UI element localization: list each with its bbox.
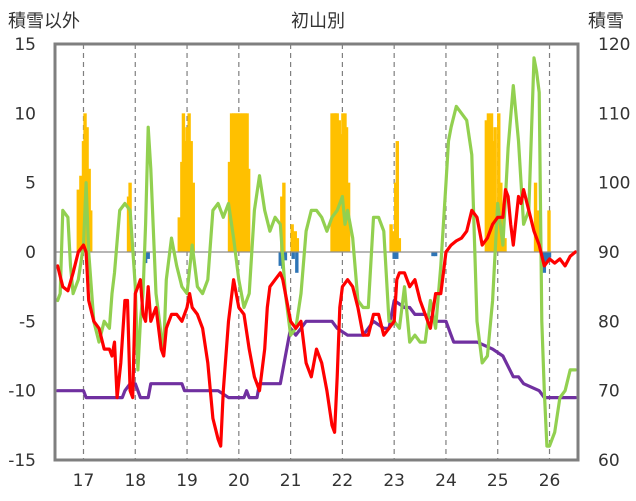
blue-bar — [395, 252, 399, 259]
y-left-tick-label: -10 — [8, 382, 36, 402]
y-right-tick-label: 60 — [598, 451, 620, 471]
orange-bar — [89, 210, 93, 252]
orange-bar — [389, 224, 393, 252]
x-tick-label: 22 — [332, 471, 354, 491]
orange-bar — [533, 182, 538, 252]
orange-bar — [233, 113, 237, 252]
y-right-tick-label: 80 — [598, 312, 620, 332]
y-left-tick-label: 5 — [25, 174, 36, 194]
y-right-tick-label: 120 — [598, 35, 630, 55]
orange-bar — [391, 231, 396, 252]
orange-bar — [189, 141, 193, 252]
blue-bar — [433, 252, 438, 257]
plot-frame — [53, 42, 580, 462]
blue-bar — [545, 252, 549, 264]
orange-bar — [537, 224, 541, 252]
orange-bar — [79, 175, 83, 252]
chart-title: 初山別 — [291, 11, 345, 32]
orange-bar — [497, 113, 501, 252]
orange-bar — [239, 113, 243, 252]
y-left-tick-label: 10 — [14, 104, 36, 124]
x-tick-label: 23 — [383, 471, 405, 491]
orange-bar — [547, 210, 551, 252]
orange-bar — [191, 182, 195, 252]
orange-bar — [229, 113, 234, 252]
x-tick-label: 21 — [280, 471, 302, 491]
orange-bar — [341, 113, 345, 252]
x-tick-label: 19 — [176, 471, 198, 491]
y-left-tick-label: 0 — [25, 243, 36, 263]
orange-bar — [181, 113, 186, 252]
x-tick-label: 20 — [228, 471, 250, 491]
ticks-layer: 17 18 19 20 21 22 23 24 25 26 15 10 5 0 -5 -10 -15 120 110… — [8, 35, 630, 491]
orange-bar — [397, 238, 402, 252]
x-tick-label: 26 — [539, 471, 561, 491]
y-left-label: 積雪以外 — [8, 11, 80, 32]
orange-bar — [293, 231, 297, 252]
blue-bar — [278, 252, 282, 266]
y-left-tick-label: -15 — [8, 451, 36, 471]
blue-bar — [295, 252, 299, 273]
orange-bar — [335, 113, 339, 252]
orange-bar — [344, 127, 349, 252]
y-right-label: 積雪 — [588, 11, 624, 32]
orange-bar — [339, 134, 343, 252]
x-tick-label: 25 — [487, 471, 509, 491]
lines-layer — [55, 56, 578, 448]
green-series-line — [55, 56, 578, 448]
orange-bar — [493, 127, 497, 252]
y-right-tick-label: 70 — [598, 382, 620, 402]
orange-bar — [484, 120, 489, 253]
blue-bar — [392, 252, 396, 259]
orange-bar — [503, 238, 507, 252]
y-right-tick-label: 110 — [598, 104, 630, 124]
orange-bar — [330, 113, 334, 252]
orange-bar — [187, 113, 191, 252]
y-left-tick-label: -5 — [19, 312, 36, 332]
orange-bar — [489, 113, 494, 252]
blue-bar — [547, 252, 552, 258]
orange-bar — [177, 217, 181, 252]
y-left-tick-label: 15 — [14, 35, 36, 55]
y-right-tick-label: 100 — [598, 174, 630, 194]
orange-bar — [295, 238, 300, 252]
orange-bar — [76, 189, 81, 252]
red-series-line — [55, 188, 578, 448]
blue-bar — [431, 252, 435, 257]
orange-bar — [290, 224, 294, 252]
x-tick-label: 17 — [73, 471, 95, 491]
y-right-tick-label: 90 — [598, 243, 620, 263]
orange-bar — [395, 141, 399, 252]
x-tick-label: 24 — [435, 471, 457, 491]
orange-bar — [237, 113, 241, 252]
x-tick-label: 18 — [124, 471, 146, 491]
blue-bar — [291, 252, 295, 259]
purple-series-line — [55, 298, 578, 400]
blue-bar — [146, 252, 150, 259]
orange-bar — [243, 113, 247, 252]
orange-bar — [185, 127, 189, 252]
blue-bar — [283, 252, 288, 261]
orange-bar — [241, 113, 245, 252]
orange-bar — [246, 168, 251, 252]
orange-bar — [282, 182, 286, 252]
